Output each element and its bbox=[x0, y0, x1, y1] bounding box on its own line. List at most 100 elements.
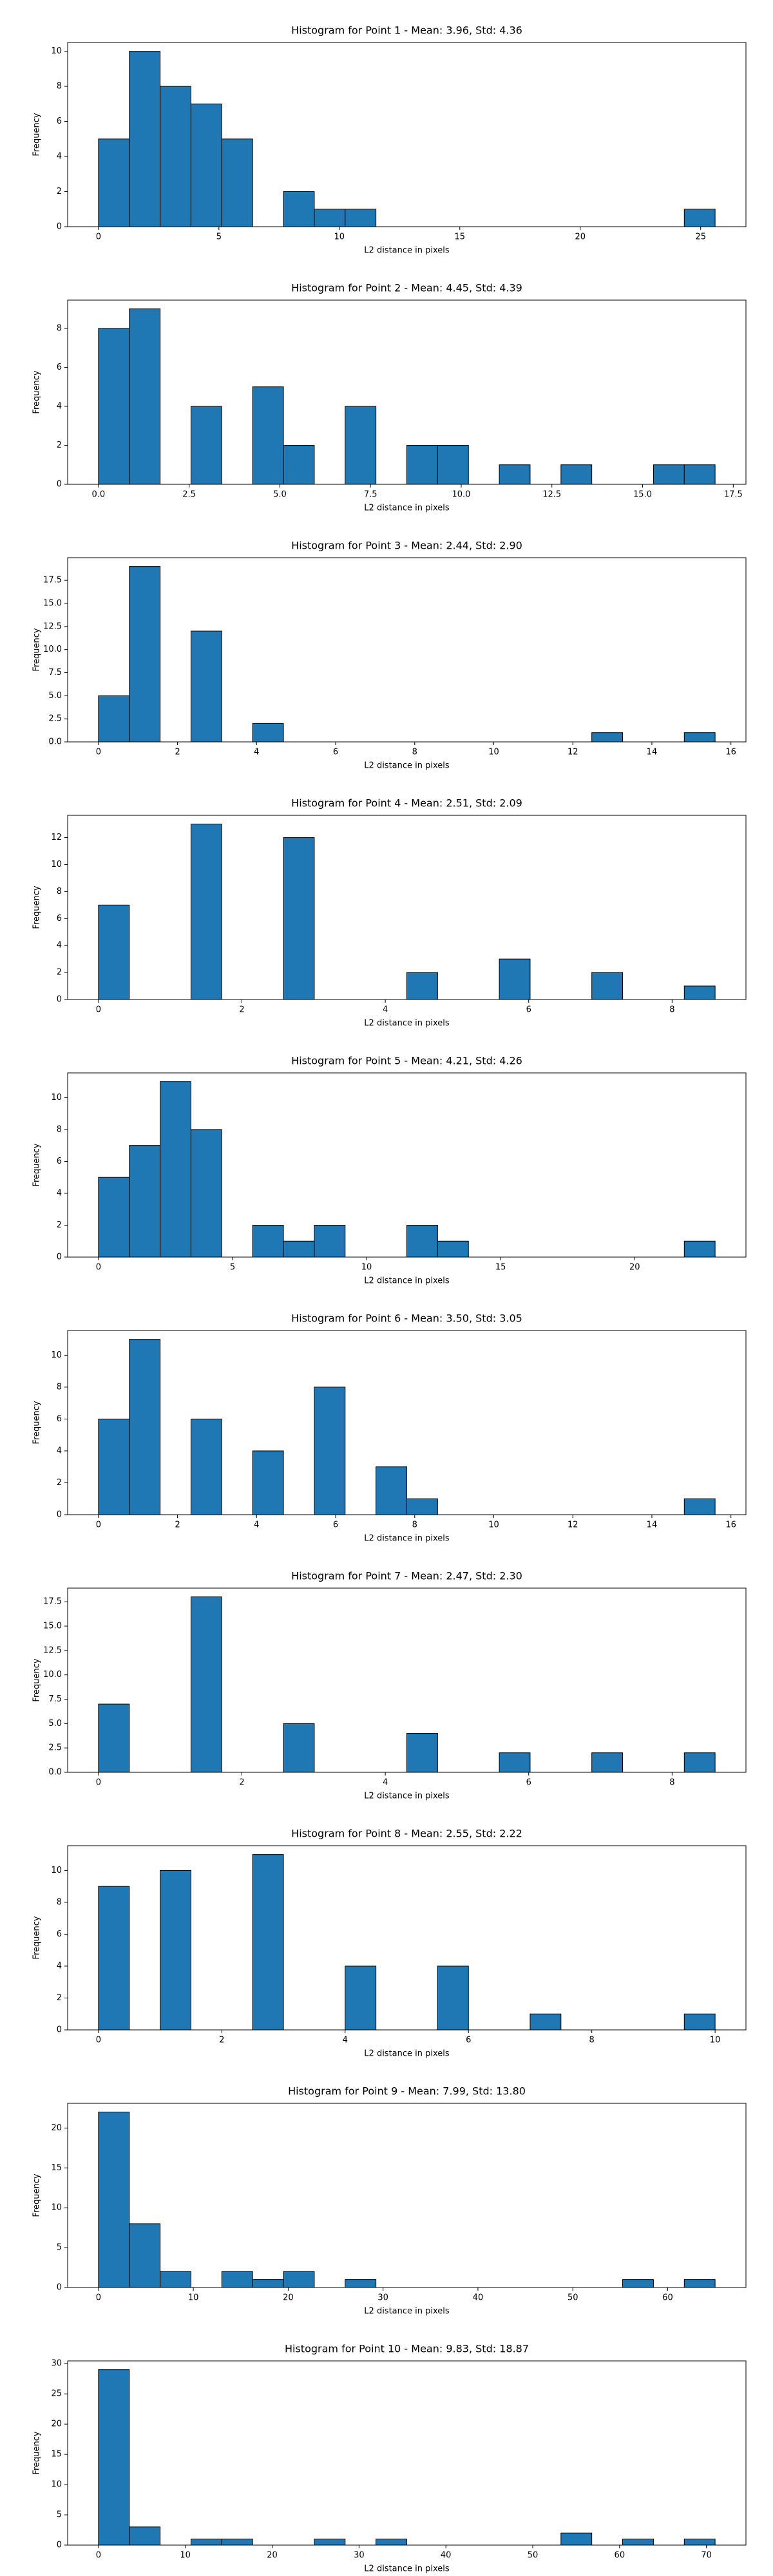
bar bbox=[98, 1703, 130, 1773]
bar bbox=[283, 1723, 315, 1773]
bar bbox=[252, 1224, 284, 1258]
y-tick-label: 20 bbox=[51, 2420, 62, 2429]
x-tick-label: 0 bbox=[96, 2293, 101, 2303]
y-tick-label: 15.0 bbox=[43, 1622, 62, 1631]
x-tick-label: 25 bbox=[695, 232, 706, 242]
y-tick-label: 0 bbox=[57, 222, 62, 232]
x-tick-label: 4 bbox=[343, 2036, 348, 2045]
bar bbox=[683, 1752, 716, 1773]
x-tick-label: 16 bbox=[725, 748, 736, 757]
bar bbox=[221, 138, 253, 227]
x-tick-label: 50 bbox=[568, 2293, 578, 2303]
axes-frame bbox=[67, 2360, 747, 2546]
y-tick-label: 0 bbox=[57, 995, 62, 1005]
x-tick-label: 10 bbox=[188, 2293, 199, 2303]
x-tick-label: 6 bbox=[466, 2036, 471, 2045]
bar bbox=[190, 1129, 222, 1258]
x-tick-label: 8 bbox=[412, 1520, 417, 1530]
bar bbox=[190, 630, 222, 743]
y-tick-label: 4 bbox=[57, 152, 62, 162]
x-tick-label: 20 bbox=[267, 2551, 278, 2561]
y-axis-label: Frequency bbox=[32, 1143, 42, 1186]
x-tick-label: 16 bbox=[725, 1520, 736, 1530]
y-tick-label: 12.5 bbox=[43, 1645, 62, 1655]
bar bbox=[499, 1752, 531, 1773]
x-tick-label: 20 bbox=[629, 1263, 640, 1273]
y-tick-label: 6 bbox=[57, 914, 62, 923]
axes-frame bbox=[67, 1845, 747, 2031]
y-tick-label: 8 bbox=[57, 1897, 62, 1907]
y-tick-label: 5.0 bbox=[48, 691, 62, 701]
x-tick-label: 10 bbox=[710, 2036, 721, 2045]
x-tick-label: 8 bbox=[412, 748, 417, 757]
y-tick-label: 5 bbox=[57, 2510, 62, 2520]
chart-title: Histogram for Point 10 - Mean: 9.83, Std… bbox=[285, 2343, 529, 2355]
x-tick-label: 12 bbox=[568, 748, 578, 757]
x-tick-label: 40 bbox=[473, 2293, 484, 2303]
y-tick-label: 15 bbox=[51, 2163, 62, 2173]
y-tick-label: 2 bbox=[57, 968, 62, 978]
bar bbox=[129, 51, 161, 227]
bar bbox=[683, 464, 716, 485]
bar bbox=[98, 1177, 130, 1258]
x-axis-label: L2 distance in pixels bbox=[364, 1792, 450, 1801]
bar bbox=[683, 985, 716, 1000]
bar bbox=[499, 464, 531, 485]
x-tick-label: 2 bbox=[175, 748, 180, 757]
x-tick-label: 6 bbox=[526, 1005, 531, 1015]
bar bbox=[283, 2271, 315, 2288]
x-tick-label: 60 bbox=[662, 2293, 673, 2303]
bar bbox=[345, 406, 377, 485]
bar bbox=[283, 1240, 315, 1258]
bar bbox=[98, 2369, 130, 2546]
axes-frame bbox=[67, 2103, 747, 2288]
y-tick-label: 6 bbox=[57, 1929, 62, 1939]
axes-frame bbox=[67, 299, 747, 485]
y-tick-label: 10 bbox=[51, 1350, 62, 1360]
y-tick-label: 4 bbox=[57, 941, 62, 951]
chart-title: Histogram for Point 3 - Mean: 2.44, Std:… bbox=[291, 540, 522, 552]
bar bbox=[406, 1732, 438, 1773]
x-axis-label: L2 distance in pixels bbox=[364, 1276, 450, 1286]
x-tick-label: 15 bbox=[495, 1263, 506, 1273]
x-tick-label: 0 bbox=[96, 232, 101, 242]
x-tick-label: 10 bbox=[488, 748, 499, 757]
x-tick-label: 17.5 bbox=[724, 490, 743, 500]
bar bbox=[683, 1240, 716, 1258]
bar bbox=[499, 958, 531, 1000]
chart-title: Histogram for Point 9 - Mean: 7.99, Std:… bbox=[288, 2085, 526, 2098]
y-tick-label: 7.5 bbox=[48, 1694, 62, 1704]
y-tick-label: 2 bbox=[57, 1993, 62, 2003]
bar bbox=[252, 386, 284, 485]
y-tick-label: 2.5 bbox=[48, 714, 62, 724]
x-axis-label: L2 distance in pixels bbox=[364, 1019, 450, 1028]
y-tick-label: 12 bbox=[51, 833, 62, 842]
x-tick-label: 4 bbox=[383, 1778, 388, 1788]
chart-title: Histogram for Point 8 - Mean: 2.55, Std:… bbox=[291, 1828, 522, 1840]
y-tick-label: 8 bbox=[57, 1124, 62, 1134]
x-tick-label: 8 bbox=[669, 1778, 674, 1788]
y-tick-label: 5 bbox=[57, 2243, 62, 2253]
y-tick-label: 10 bbox=[51, 1866, 62, 1875]
y-axis-label: Frequency bbox=[32, 886, 42, 929]
bar bbox=[190, 103, 222, 227]
bar bbox=[98, 695, 130, 743]
y-tick-label: 2 bbox=[57, 1220, 62, 1230]
bar bbox=[314, 1387, 346, 1515]
bar bbox=[221, 2271, 253, 2288]
x-tick-label: 0 bbox=[96, 1520, 101, 1530]
bar bbox=[376, 1466, 407, 1515]
axes-frame bbox=[67, 1330, 747, 1515]
chart-title: Histogram for Point 5 - Mean: 4.21, Std:… bbox=[291, 1055, 522, 1067]
bar bbox=[129, 566, 161, 743]
x-tick-label: 0 bbox=[96, 2036, 101, 2045]
y-tick-label: 4 bbox=[57, 1961, 62, 1971]
bar bbox=[98, 2112, 130, 2288]
bar bbox=[406, 444, 438, 485]
x-tick-label: 12.5 bbox=[542, 490, 561, 500]
bar bbox=[283, 191, 315, 227]
chart-title: Histogram for Point 1 - Mean: 3.96, Std:… bbox=[291, 24, 522, 37]
chart-title: Histogram for Point 6 - Mean: 3.50, Std:… bbox=[291, 1312, 522, 1325]
x-tick-label: 15.0 bbox=[633, 490, 652, 500]
